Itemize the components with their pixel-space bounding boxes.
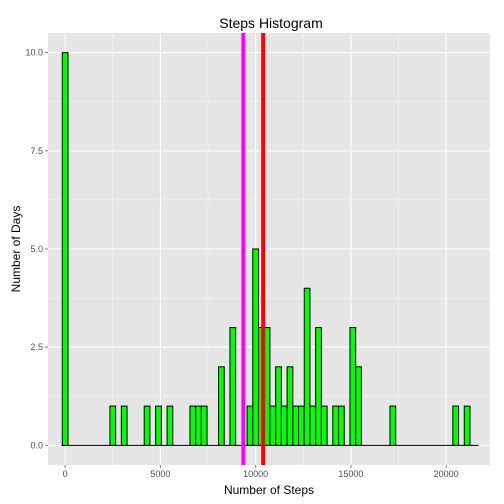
chart-title: Steps Histogram [219, 15, 322, 31]
y-tick-label: 10.0 [25, 48, 43, 58]
reference-lines [241, 33, 266, 465]
histogram-bar [349, 327, 357, 446]
histogram-bar [218, 366, 225, 446]
x-tick-label: 20000 [434, 469, 459, 479]
histogram-bar [61, 52, 69, 446]
histogram-bar [155, 405, 162, 446]
y-axis-title: Number of Days [9, 206, 23, 293]
histogram-bar [292, 405, 300, 446]
histogram-bar [275, 366, 282, 446]
x-axis-ticks: 0 5000 10000 15000 20000 [63, 465, 459, 479]
x-tick-label: 15000 [338, 469, 363, 479]
y-tick-label: 0.0 [30, 440, 43, 450]
histogram-bar [200, 405, 208, 446]
histogram-bar [246, 405, 254, 446]
histogram-bar [452, 405, 460, 446]
histogram-bar [320, 405, 328, 446]
x-tick-label: 10000 [243, 469, 268, 479]
histogram-bar [269, 405, 277, 446]
histogram-bar [332, 405, 340, 446]
x-tick-label: 0 [63, 469, 68, 479]
y-axis-ticks: 0.0 2.5 5.0 7.5 10.0 [25, 48, 48, 450]
y-tick-label: 7.5 [30, 146, 43, 156]
histogram-bar [303, 287, 311, 446]
histogram-bar [463, 405, 471, 446]
histogram-bar [143, 405, 151, 446]
histogram-bar [252, 248, 260, 446]
histogram-bar [229, 327, 237, 446]
x-axis-title: Number of Steps [224, 483, 314, 497]
histogram-bar [286, 366, 294, 446]
x-tick-label: 5000 [150, 469, 170, 479]
histogram-bar [315, 327, 322, 446]
y-tick-label: 5.0 [30, 244, 43, 254]
histogram-bar [280, 405, 288, 446]
histogram-bar [109, 405, 117, 446]
histogram-bar [298, 405, 305, 446]
histogram-bar [338, 405, 345, 446]
histogram-bar [309, 405, 317, 446]
histogram-bar [166, 405, 174, 446]
histogram-bar [195, 405, 202, 446]
histogram-bar [189, 405, 197, 446]
histogram-bar [355, 366, 362, 446]
histogram-bar [389, 405, 397, 446]
y-tick-label: 2.5 [30, 342, 43, 352]
histogram-bar [120, 405, 128, 446]
